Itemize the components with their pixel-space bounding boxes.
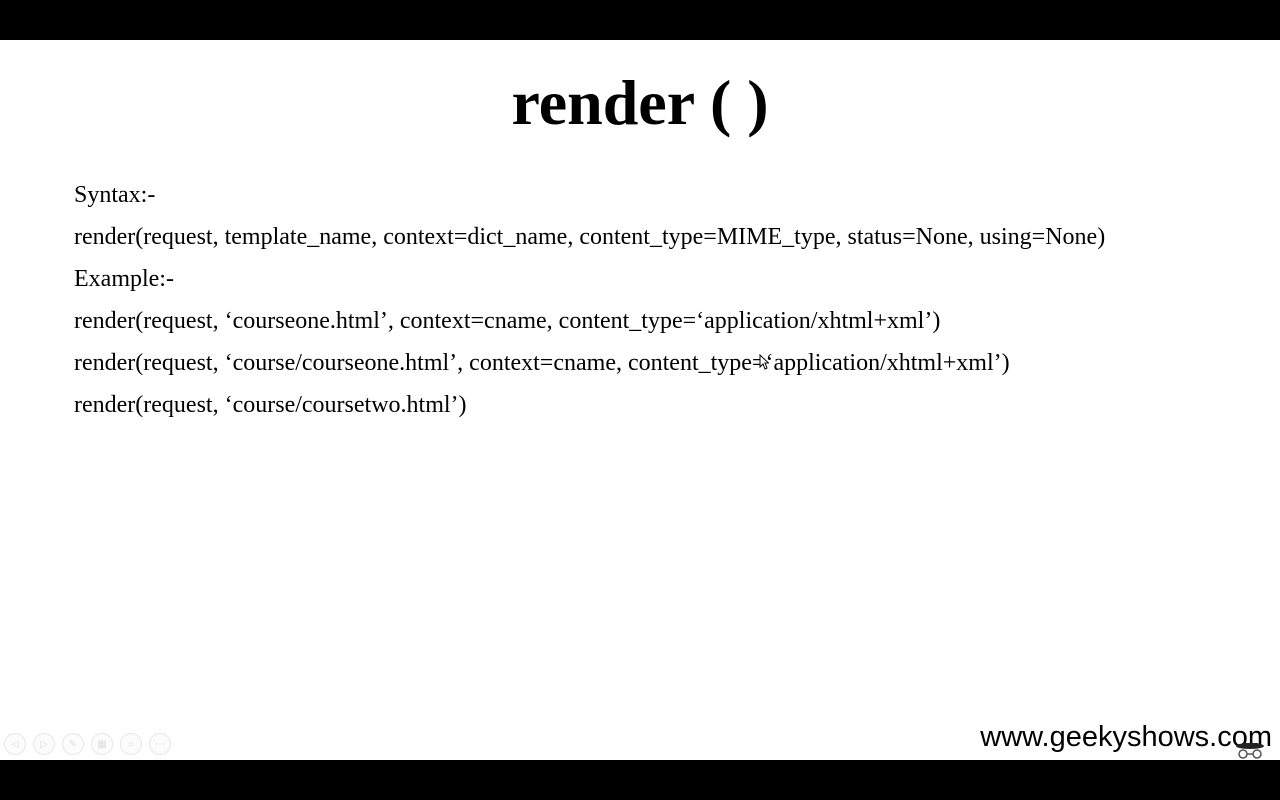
site-watermark: www.geekyshows.com [980, 721, 1272, 753]
example-line-1: render(request, ‘courseone.html’, contex… [74, 308, 941, 334]
slide-title: render ( ) [511, 67, 769, 138]
previous-slide-icon[interactable]: ◁ [4, 733, 26, 755]
top-letterbox-bar [0, 0, 1280, 40]
syntax-signature: render(request, template_name, context=d… [74, 224, 1106, 250]
slide-sorter-icon[interactable]: ▦ [91, 733, 113, 755]
more-options-icon[interactable]: ⋯ [149, 733, 171, 755]
next-slide-icon[interactable]: ▷ [33, 733, 55, 755]
example-line-3: render(request, ‘course/coursetwo.html’) [74, 392, 467, 418]
slideshow-controls: ◁ ▷ ✎ ▦ ⌕ ⋯ [4, 733, 171, 755]
pen-icon[interactable]: ✎ [62, 733, 84, 755]
syntax-heading: Syntax:- [74, 182, 156, 208]
bottom-letterbox-bar [0, 760, 1280, 800]
mouse-cursor-icon [759, 354, 769, 370]
watermark-logo-icon [1236, 743, 1264, 759]
presentation-slide: render ( ) Syntax:- render(request, temp… [0, 40, 1280, 760]
zoom-icon[interactable]: ⌕ [120, 733, 142, 755]
example-heading: Example:- [74, 266, 174, 292]
example-line-2: render(request, ‘course/courseone.html’,… [74, 350, 1010, 376]
